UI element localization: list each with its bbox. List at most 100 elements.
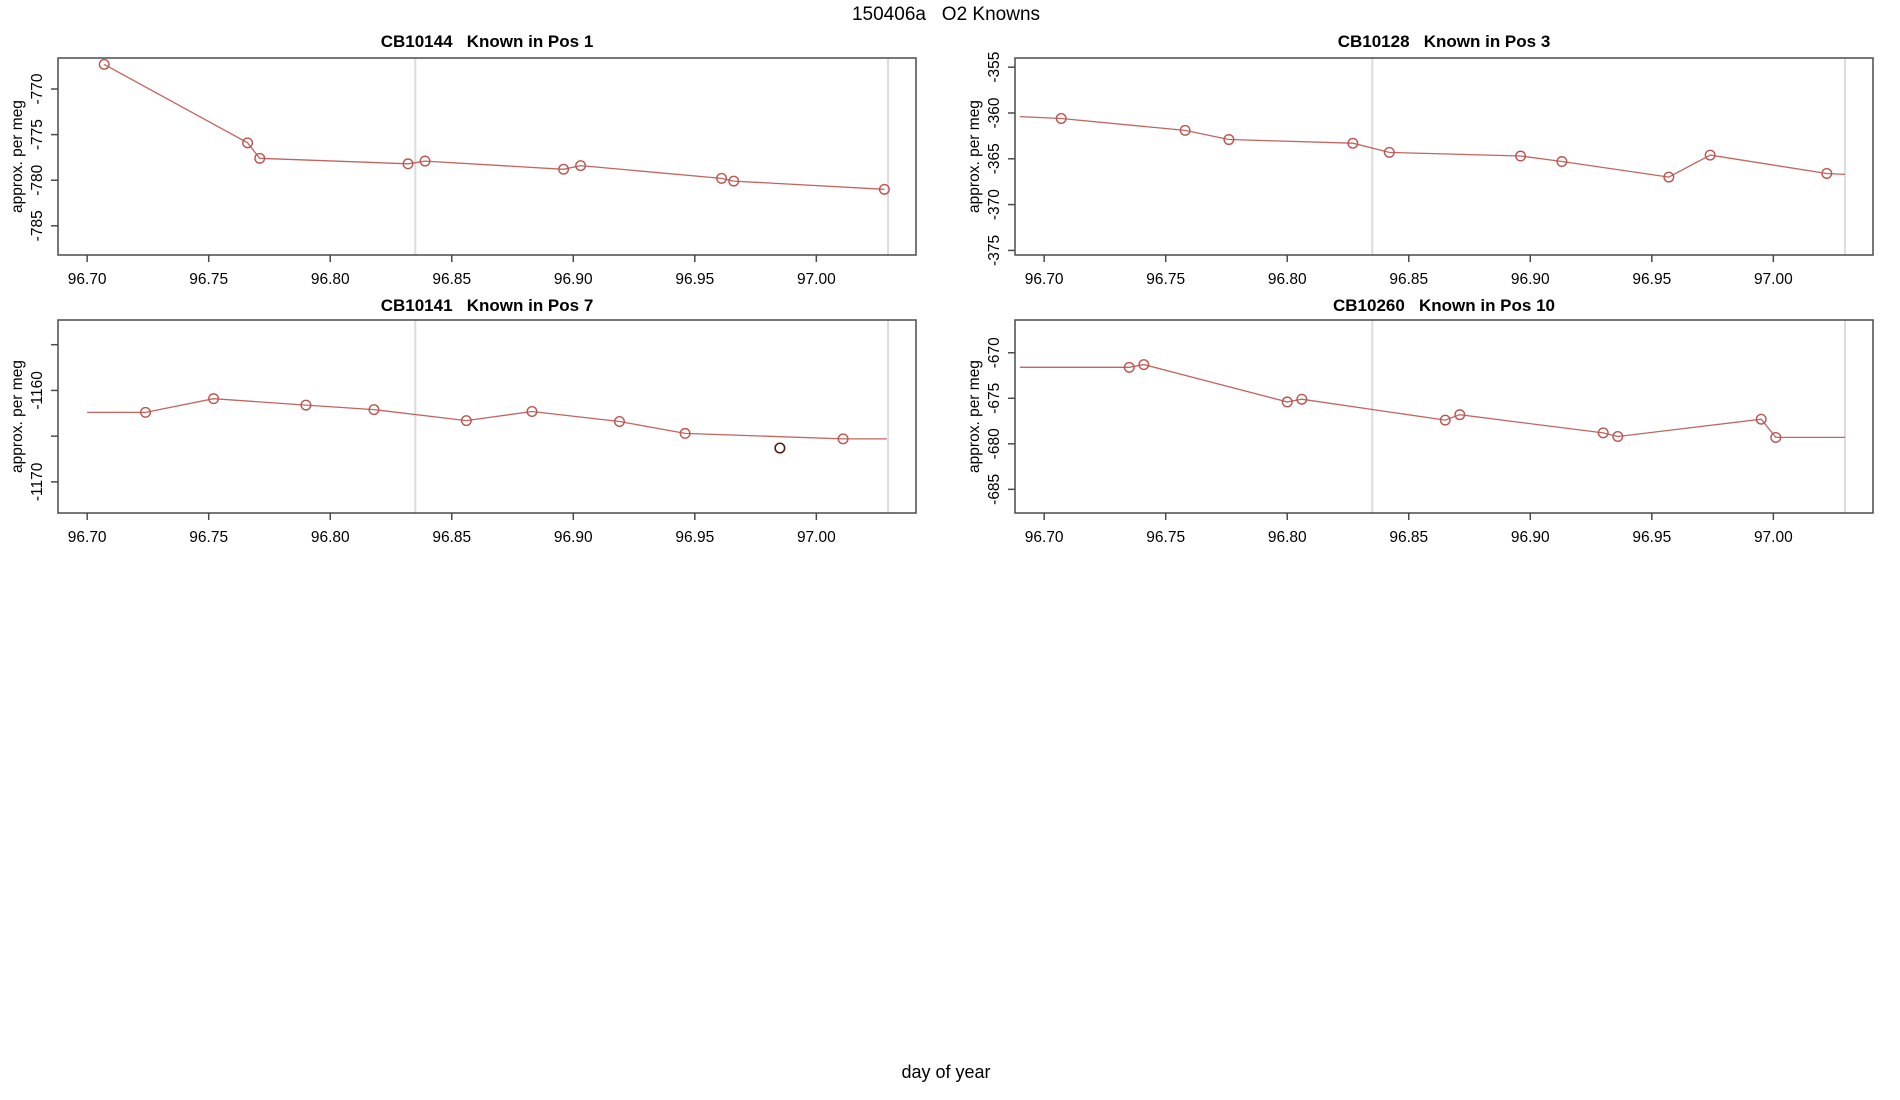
data-point	[460, 415, 472, 427]
x-axis-tick-label: 96.95	[1632, 529, 1671, 546]
x-axis-tick-label: 96.90	[1511, 271, 1550, 288]
x-axis-tick-label: 96.85	[432, 271, 471, 288]
data-point	[1612, 431, 1624, 443]
y-axis-tick-label: -680	[986, 428, 1003, 459]
x-axis-tick-label: 96.70	[1025, 529, 1064, 546]
data-line	[87, 398, 887, 440]
y-axis-tick-label: -365	[986, 143, 1003, 174]
subplot-title: CB10260 Known in Pos 10	[1333, 296, 1555, 315]
data-point	[1296, 393, 1308, 405]
x-axis-tick-label: 97.00	[797, 271, 836, 288]
data-point	[140, 406, 152, 418]
data-point	[1281, 396, 1293, 408]
y-axis-tick-label: -670	[986, 337, 1003, 368]
subplot-CB10141: 96.70 96.75 96.80 96.85 96.90 96.95 97.00 -1160…	[9, 296, 917, 546]
data-point	[300, 399, 312, 411]
plot-border	[1014, 57, 1874, 256]
y-axis-label: approx. per meg	[9, 100, 26, 213]
data-point	[878, 183, 890, 195]
x-axis-tick-label: 96.90	[1511, 529, 1550, 546]
x-axis-tick-label: 96.85	[1389, 529, 1428, 546]
x-axis-tick-label: 97.00	[797, 529, 836, 546]
x-axis-tick-label: 96.80	[311, 529, 350, 546]
x-axis-tick-label: 96.95	[675, 529, 714, 546]
data-point	[1597, 427, 1609, 439]
x-axis-tick-label: 96.75	[189, 529, 228, 546]
outlier-point	[774, 442, 786, 454]
subplot-CB10128: 96.70 96.75 96.80 96.85 96.90 96.95 97.00 -355 -…	[966, 32, 1874, 288]
data-point	[1454, 409, 1466, 421]
subplot-title: CB10141 Known in Pos 7	[381, 296, 594, 315]
subplot-title: CB10128 Known in Pos 3	[1338, 32, 1551, 51]
data-point	[1770, 431, 1782, 443]
data-point	[1138, 359, 1150, 371]
data-point	[1347, 137, 1359, 149]
x-axis-tick-label: 96.90	[554, 271, 593, 288]
data-point	[402, 158, 414, 170]
x-axis-tick-label: 96.80	[1268, 271, 1307, 288]
x-axis-tick-label: 96.90	[554, 529, 593, 546]
y-axis-tick-label: -355	[986, 52, 1003, 83]
data-point	[368, 404, 380, 416]
x-axis-tick-label: 97.00	[1754, 271, 1793, 288]
x-axis-tick-label: 96.70	[68, 271, 107, 288]
data-point	[1755, 413, 1767, 425]
data-point	[679, 427, 691, 439]
x-axis-tick-label: 96.75	[1146, 529, 1185, 546]
x-axis-shared-label: day of year	[901, 1062, 991, 1082]
y-axis-tick-label: -375	[986, 235, 1003, 266]
figure-title: 150406a O2 Knowns	[851, 4, 1041, 25]
y-axis-tick-label: -675	[986, 383, 1003, 414]
data-line	[1019, 115, 1846, 178]
y-axis-tick-label: -780	[29, 164, 46, 195]
y-axis-tick-label: -1170	[29, 462, 46, 501]
data-point	[1223, 134, 1235, 146]
plot-border	[57, 319, 917, 514]
data-point	[1704, 149, 1716, 161]
x-axis-tick-label: 96.80	[1268, 529, 1307, 546]
subplot-title: CB10144 Known in Pos 1	[381, 32, 594, 51]
data-point	[208, 393, 220, 405]
data-point	[1515, 150, 1527, 162]
subplot-CB10260: 96.70 96.75 96.80 96.85 96.90 96.95 97.00 -670 -…	[966, 296, 1874, 546]
y-axis-tick-label: -370	[986, 189, 1003, 220]
data-point	[1055, 112, 1067, 124]
y-axis-label: approx. per meg	[9, 360, 26, 473]
data-point	[728, 175, 740, 187]
data-point	[716, 172, 728, 184]
y-axis-tick-label: -775	[29, 119, 46, 150]
data-point	[254, 152, 266, 164]
data-point	[1663, 171, 1675, 183]
data-line	[103, 63, 885, 190]
data-point	[1556, 156, 1568, 168]
x-axis-tick-label: 96.85	[1389, 271, 1428, 288]
x-axis-tick-label: 96.70	[1025, 271, 1064, 288]
data-point	[1821, 167, 1833, 179]
data-point	[1439, 414, 1451, 426]
y-axis-tick-label: -685	[986, 474, 1003, 505]
y-axis-label: approx. per meg	[966, 100, 983, 213]
data-point	[242, 137, 254, 149]
x-axis-tick-label: 96.95	[1632, 271, 1671, 288]
data-point	[1123, 361, 1135, 373]
data-point	[1179, 124, 1191, 136]
data-point	[613, 416, 625, 428]
x-axis-tick-label: 96.95	[675, 271, 714, 288]
y-axis-tick-label: -785	[29, 210, 46, 241]
y-axis-tick-label: -360	[986, 97, 1003, 128]
data-point	[526, 405, 538, 417]
x-axis-tick-label: 96.75	[189, 271, 228, 288]
data-line	[1019, 363, 1845, 439]
y-axis-tick-label: -1160	[29, 371, 46, 410]
data-point	[558, 163, 570, 175]
data-point	[575, 160, 587, 172]
x-axis-tick-label: 96.70	[68, 529, 107, 546]
plot-border	[1014, 319, 1874, 514]
y-axis-label: approx. per meg	[966, 360, 983, 473]
data-point	[419, 155, 431, 167]
y-axis-tick-label: -770	[29, 73, 46, 104]
x-axis-tick-label: 96.85	[432, 529, 471, 546]
data-point	[837, 433, 849, 445]
